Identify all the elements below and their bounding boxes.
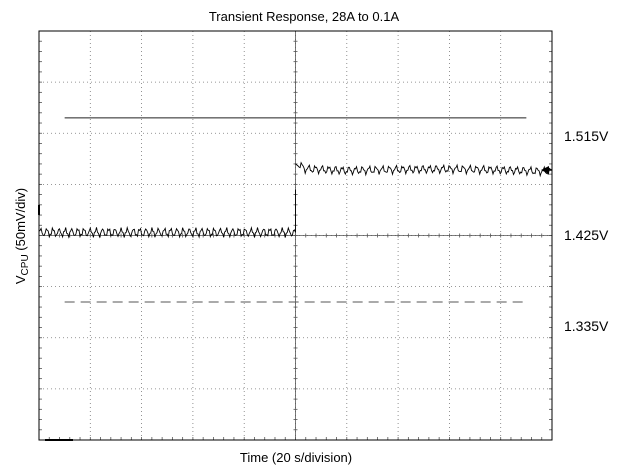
x-axis-label: Time (20 s/division) <box>240 450 352 465</box>
reference-label-1515: 1.515V <box>564 128 609 144</box>
chart-title: Transient Response, 28A to 0.1A <box>209 9 400 24</box>
y-axis-label: VCPU (50mV/div) <box>13 188 31 284</box>
grid <box>38 30 553 441</box>
voltage-trace <box>38 161 552 239</box>
y-axis-label-subscript: CPU <box>20 254 31 275</box>
trigger-level-marker <box>541 166 549 174</box>
y-axis-label-rest: (50mV/div) <box>13 188 28 254</box>
reference-label-1335: 1.335V <box>564 318 609 334</box>
reference-label-1425: 1.425V <box>564 227 609 243</box>
plot-frame <box>38 30 553 441</box>
y-axis-label-main: V <box>13 275 28 284</box>
reference-lines <box>64 117 527 303</box>
